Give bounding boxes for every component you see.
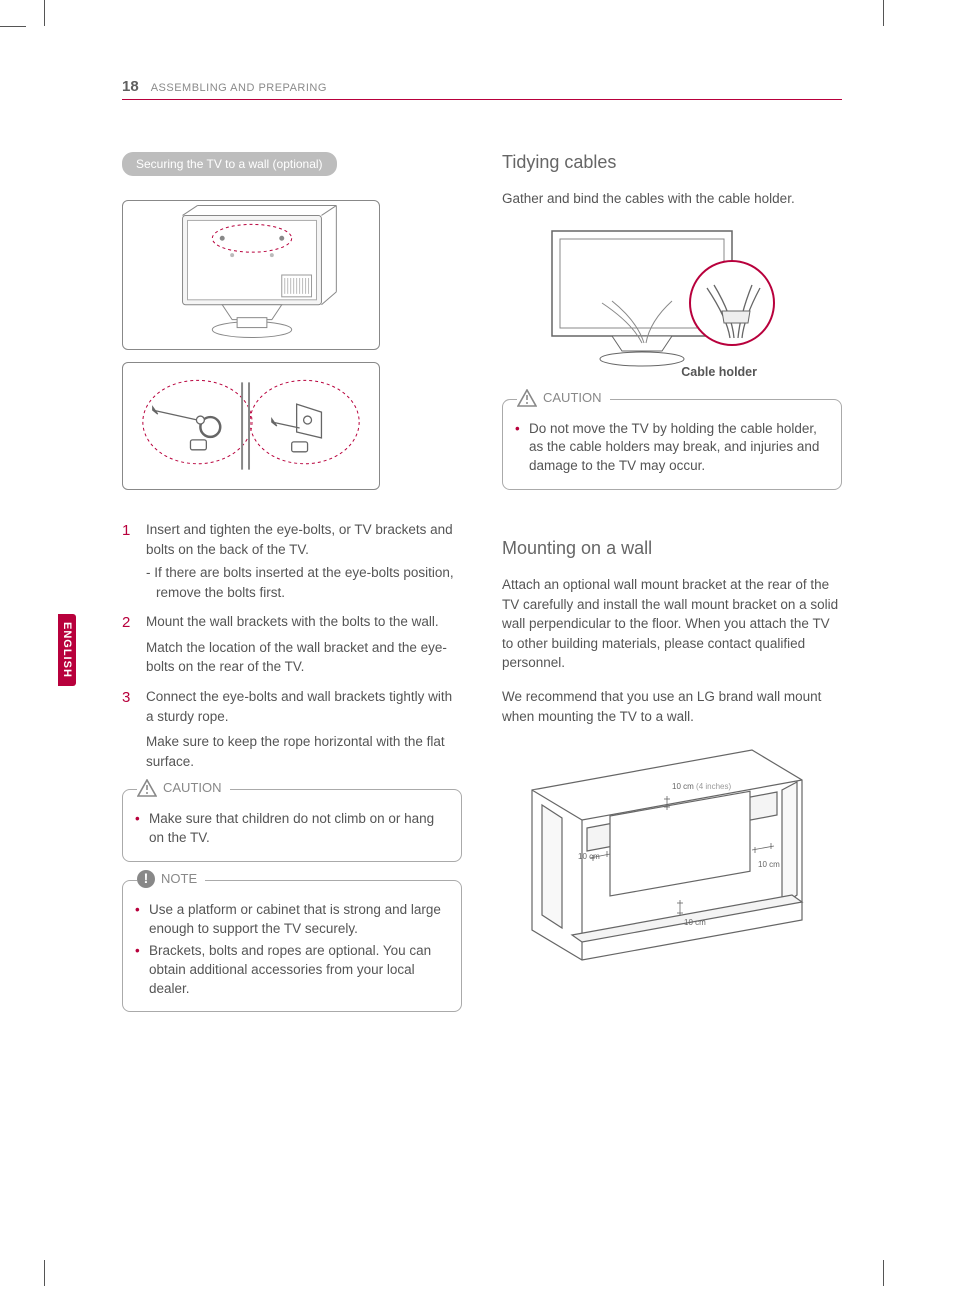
- left-column: Securing the TV to a wall (optional): [122, 152, 462, 1012]
- dim-right: 10 cm: [758, 860, 780, 869]
- dim-top: 10 cm: [672, 782, 694, 791]
- caution-box-cable: CAUTION •Do not move the TV by holding t…: [502, 399, 842, 491]
- figure-cable-holder: Cable holder: [542, 223, 787, 373]
- cable-holder-label: Cable holder: [681, 365, 757, 379]
- step-text: Mount the wall brackets with the bolts t…: [146, 612, 462, 632]
- step-number: 1: [122, 520, 134, 602]
- figure-wall-mount: 10 cm (4 inches) 10 cm 10 cm 10 cm: [502, 740, 822, 970]
- caution-item: Do not move the TV by holding the cable …: [529, 420, 829, 477]
- note-item: Brackets, bolts and ropes are optional. …: [149, 942, 449, 999]
- step-number: 2: [122, 612, 134, 677]
- figure-eyebolt-bracket: [122, 362, 380, 490]
- caution-box: CAUTION •Make sure that children do not …: [122, 789, 462, 862]
- dim-left: 10 cm: [578, 852, 600, 861]
- note-icon: !: [137, 870, 155, 888]
- caution-label: CAUTION: [163, 779, 222, 797]
- caution-icon: [137, 779, 157, 797]
- language-tab: ENGLISH: [58, 614, 76, 686]
- note-box: ! NOTE •Use a platform or cabinet that i…: [122, 880, 462, 1012]
- note-label: NOTE: [161, 870, 197, 888]
- tidying-intro: Gather and bind the cables with the cabl…: [502, 189, 842, 209]
- figure-tv-eyebolts: [122, 200, 380, 350]
- heading-mounting: Mounting on a wall: [502, 538, 842, 559]
- caution-item: Make sure that children do not climb on …: [149, 810, 449, 848]
- step-text: Insert and tighten the eye-bolts, or TV …: [146, 520, 462, 559]
- step-cont: Make sure to keep the rope horizontal wi…: [146, 732, 462, 771]
- step-sub: - If there are bolts inserted at the eye…: [146, 563, 462, 602]
- heading-tidying: Tidying cables: [502, 152, 842, 173]
- mounting-p2: We recommend that you use an LG brand wa…: [502, 687, 842, 726]
- dim-bottom: 10 cm: [684, 918, 706, 927]
- caution-icon: [517, 389, 537, 407]
- step-cont: Match the location of the wall bracket a…: [146, 638, 462, 677]
- page-number: 18: [122, 78, 139, 95]
- step-3: 3 Connect the eye-bolts and wall bracket…: [122, 687, 462, 771]
- step-2: 2 Mount the wall brackets with the bolts…: [122, 612, 462, 677]
- caution-label: CAUTION: [543, 389, 602, 407]
- right-column: Tidying cables Gather and bind the cable…: [502, 152, 842, 1012]
- section-title: ASSEMBLING AND PREPARING: [151, 82, 327, 94]
- subsection-pill: Securing the TV to a wall (optional): [122, 152, 337, 176]
- mounting-p1: Attach an optional wall mount bracket at…: [502, 575, 842, 673]
- dim-top-note: (4 inches): [696, 782, 731, 791]
- page-content: 18 ASSEMBLING AND PREPARING Securing the…: [122, 78, 842, 1012]
- step-1: 1 Insert and tighten the eye-bolts, or T…: [122, 520, 462, 602]
- step-number: 3: [122, 687, 134, 771]
- note-item: Use a platform or cabinet that is strong…: [149, 901, 449, 939]
- page-header: 18 ASSEMBLING AND PREPARING: [122, 78, 842, 100]
- step-text: Connect the eye-bolts and wall brackets …: [146, 687, 462, 726]
